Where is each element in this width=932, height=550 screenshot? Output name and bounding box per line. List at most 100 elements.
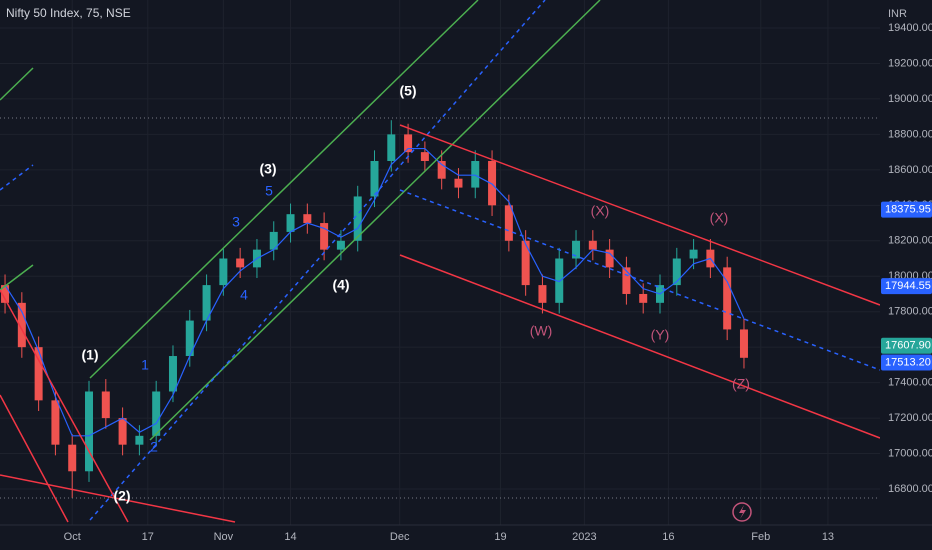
trend-line (399, 124, 881, 306)
candle-body (689, 249, 698, 259)
x-tick-label: 2023 (572, 531, 596, 543)
y-tick-label: 18600.00 (888, 164, 932, 176)
x-tick-label: Oct (64, 531, 81, 543)
candle-body (336, 240, 345, 250)
y-tick-label: 17400.00 (888, 377, 932, 389)
candle-body (437, 160, 446, 179)
trend-line (0, 164, 34, 191)
trend-line (0, 264, 34, 291)
wave-label: (1) (81, 347, 98, 363)
wave-label: (W) (530, 323, 553, 339)
trend-line (399, 254, 881, 439)
candle-body (521, 240, 530, 286)
candle-body (605, 249, 614, 268)
y-tick-label: 19200.00 (888, 57, 932, 69)
candle-body (202, 285, 211, 321)
price-label-box (881, 278, 932, 295)
wave-label: 4 (240, 287, 248, 303)
currency: INR (888, 8, 907, 20)
x-tick-label: 16 (662, 531, 674, 543)
x-tick-label: Feb (751, 531, 770, 543)
y-tick-label: 19000.00 (888, 93, 932, 105)
x-tick-label: Nov (214, 531, 234, 543)
candle-body (555, 258, 564, 303)
wave-label: (2) (113, 488, 130, 504)
trend-line (0, 289, 129, 523)
price-label-box (881, 354, 932, 371)
candle-body (135, 435, 144, 445)
candle-body (185, 320, 194, 357)
candle-body (118, 418, 127, 445)
price-label: 18375.95 (885, 203, 931, 215)
candle-body (504, 205, 513, 241)
y-tick-label: 18200.00 (888, 235, 932, 247)
candle-body (387, 134, 396, 161)
trend-line (0, 394, 69, 523)
candle-body (588, 240, 597, 250)
price-label-box (881, 201, 932, 218)
y-tick-label: 19400.00 (888, 22, 932, 34)
candle-body (168, 356, 177, 392)
candle-body (404, 134, 413, 153)
candle-body (152, 391, 161, 436)
trend-line (149, 0, 601, 441)
candle-body (538, 285, 547, 303)
candle-body (68, 444, 77, 472)
chart-title: Nifty 50 Index, 75, NSE (6, 6, 131, 20)
wave-label: 3 (232, 214, 240, 230)
moving-average (4, 147, 745, 437)
x-tick-label: 14 (284, 531, 296, 543)
candle-body (420, 152, 429, 161)
y-tick-label: 18800.00 (888, 128, 932, 140)
wave-label: (4) (332, 277, 349, 293)
x-tick-label: 13 (822, 531, 834, 543)
x-tick-label: Dec (390, 531, 410, 543)
candle-body (454, 178, 463, 188)
price-label-box (881, 337, 932, 354)
candle-body (353, 196, 362, 241)
candle-body (488, 160, 497, 206)
candle-body (572, 240, 581, 259)
grid (0, 0, 880, 525)
candle-body (219, 258, 228, 286)
wave-label: 2 (150, 439, 158, 455)
y-tick-label: 17800.00 (888, 306, 932, 318)
candle-body (269, 231, 278, 250)
wave-label: (X) (591, 203, 610, 219)
candle-body (286, 214, 295, 232)
candle-body (101, 391, 110, 419)
candle-body (17, 302, 26, 348)
trend-line (89, 0, 546, 521)
wave-label: 1 (141, 357, 149, 373)
candle-body (236, 258, 245, 268)
candle-body (723, 267, 732, 330)
wave-label: 5 (265, 183, 273, 199)
y-tick-label: 17200.00 (888, 412, 932, 424)
price-label: 17513.20 (885, 356, 931, 368)
marks (1, 120, 748, 498)
trend-line (0, 67, 34, 101)
candle-body (34, 347, 43, 401)
candle-body (85, 391, 94, 472)
drawings (0, 0, 881, 523)
trend-line (399, 189, 881, 371)
price-axis (880, 0, 932, 550)
candle-body (471, 160, 480, 188)
wave-label: (X) (710, 210, 729, 226)
event-icon-bolt (739, 505, 746, 519)
candle-body (303, 214, 312, 224)
wave-label: (3) (259, 161, 276, 177)
trend-line (0, 474, 236, 523)
wave-label: (Z) (732, 376, 750, 392)
event-icon[interactable] (732, 502, 752, 522)
candle-body (739, 329, 748, 358)
wave-label: (Y) (651, 327, 670, 343)
candle-body (639, 293, 648, 303)
price-label: 17607.90 (885, 340, 931, 352)
x-tick-label: 17 (142, 531, 154, 543)
candle-body (622, 267, 631, 294)
trend-line (89, 0, 479, 379)
